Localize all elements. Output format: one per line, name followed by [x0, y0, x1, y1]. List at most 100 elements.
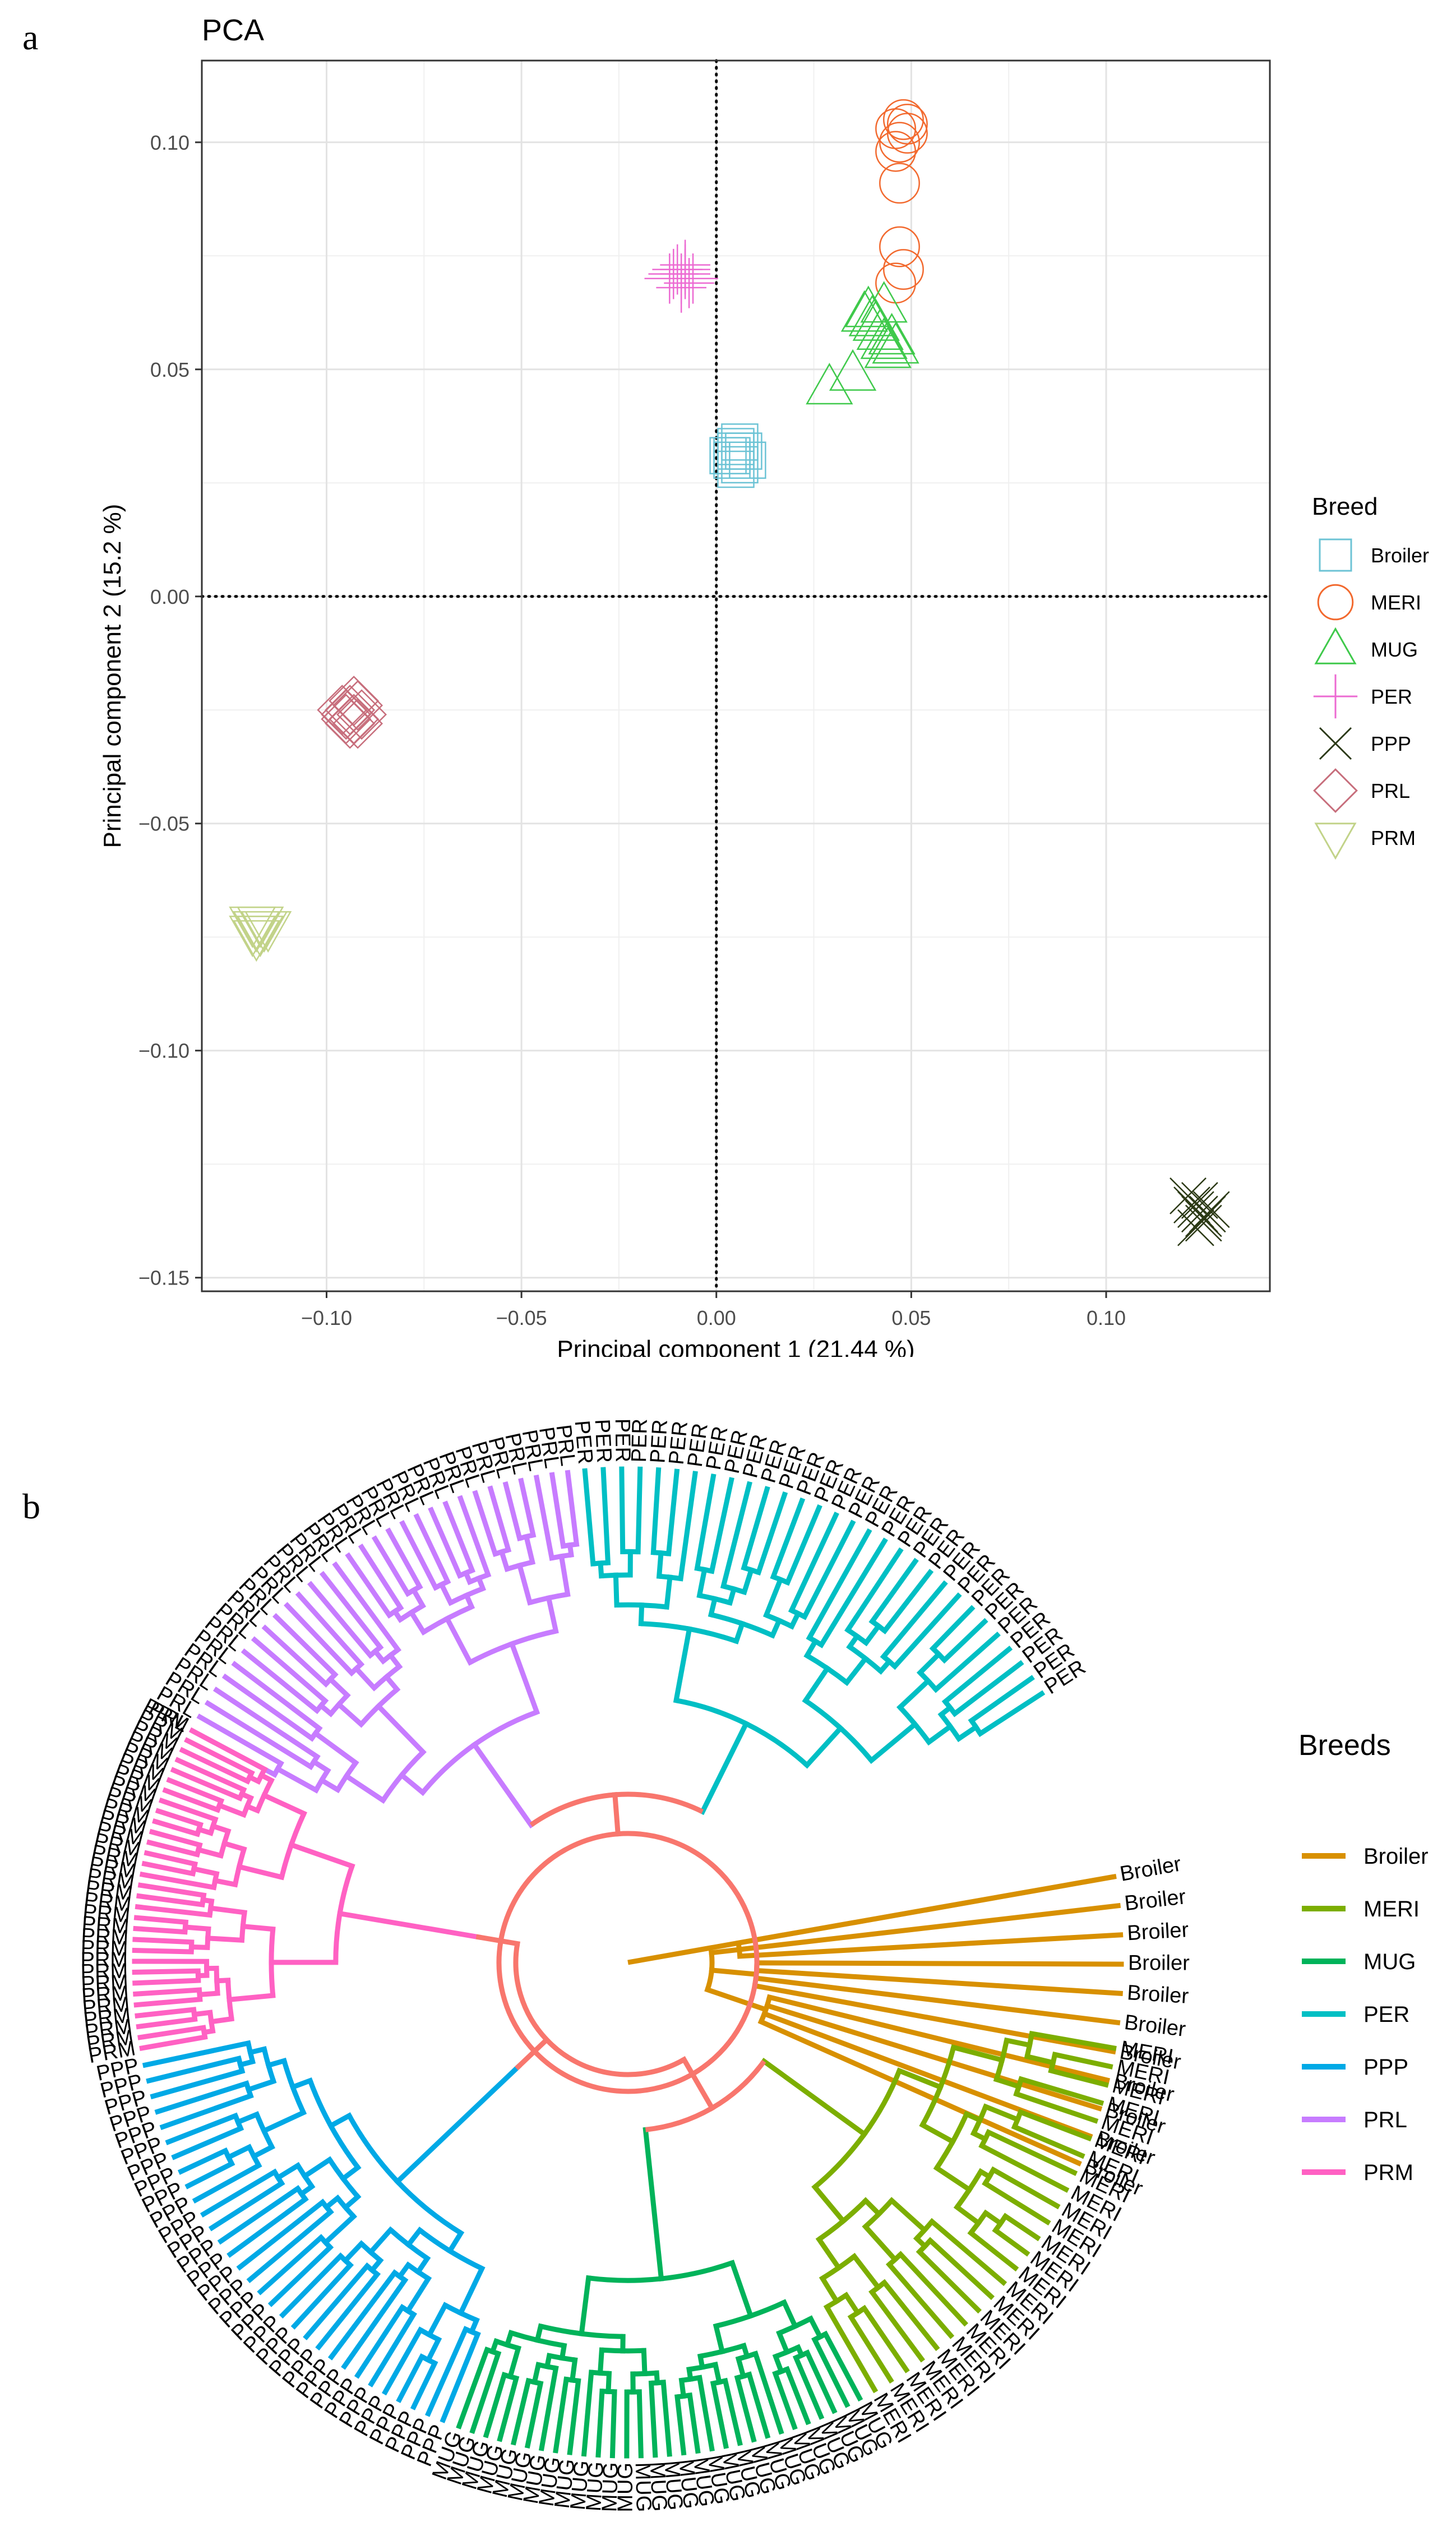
- tree-branch: [558, 1553, 571, 1597]
- tree-branch: [847, 2313, 894, 2384]
- tree-branch: [472, 1490, 498, 1558]
- legend-label-ppp: PPP: [1371, 732, 1411, 755]
- tree-branch: [146, 2055, 242, 2084]
- y-tick-label: 0.00: [150, 585, 189, 608]
- plot-border: [201, 59, 1271, 1292]
- series-meri: [875, 99, 928, 304]
- tree-branch: [137, 2025, 206, 2040]
- leaf-label: Broiler: [1123, 2011, 1187, 2041]
- tree-branch: [136, 2016, 198, 2030]
- tree-branch: [475, 1934, 521, 1947]
- tree-branch: [144, 1850, 198, 1867]
- data-point-prl: [336, 689, 387, 740]
- tree-branch: [925, 1722, 954, 1746]
- tree-branch: [605, 2371, 612, 2395]
- legend-key-ppp: [1319, 727, 1352, 760]
- tree-branch: [251, 1636, 329, 1705]
- tree-branch: [600, 1467, 611, 1565]
- tree-branch: [514, 2036, 551, 2071]
- data-point-meri: [879, 163, 920, 204]
- data-point-per: [644, 253, 695, 304]
- legend-label-mug: MUG: [1371, 638, 1418, 661]
- tree-branch: [1018, 2076, 1104, 2106]
- tree-branch: [345, 1552, 393, 1619]
- tree-branch: [817, 1537, 888, 1648]
- tree-branch: [806, 1528, 872, 1642]
- tree-branch: [709, 1477, 734, 1574]
- tree-branch: [811, 2336, 851, 2408]
- tree-branch: [664, 1574, 673, 1610]
- tree-branch: [888, 2197, 928, 2234]
- tree-branch: [426, 2302, 449, 2339]
- tree-branch: [754, 1967, 1124, 1997]
- data-point-meri: [879, 122, 920, 163]
- tree-branch: [754, 1960, 1124, 1967]
- leaf-label: MUG: [674, 2458, 703, 2510]
- tree-branch: [941, 1645, 1013, 1706]
- legend-key-meri: [1317, 584, 1354, 621]
- tree-branch: [1013, 2090, 1099, 2124]
- tree-branch: [385, 1527, 423, 1591]
- tree-branch: [807, 2315, 824, 2340]
- data-point-prl: [321, 689, 372, 740]
- legend-title: Breed: [1312, 493, 1378, 520]
- tree-branch: [284, 1602, 355, 1677]
- data-point-mug: [864, 326, 912, 368]
- tree-branch: [729, 2260, 754, 2320]
- legend-key-mug: [1314, 627, 1357, 664]
- tree-branch: [567, 2378, 581, 2455]
- leaf-label: PER: [590, 1419, 616, 1463]
- tree-branch: [315, 2270, 381, 2351]
- tree-branch: [896, 2067, 944, 2091]
- panel-a-label: a: [22, 17, 39, 57]
- tree-branch: [916, 2248, 982, 2314]
- tree-branch: [149, 1828, 203, 1849]
- tree-branch: [674, 2394, 687, 2456]
- tree-branch: [595, 2388, 605, 2458]
- tree-arc: [496, 1831, 760, 2094]
- tree-branch: [665, 1468, 680, 1556]
- tree-branch: [950, 2044, 1005, 2063]
- tree-branch: [208, 2016, 235, 2025]
- data-point-prm: [229, 916, 276, 958]
- tree-branch: [619, 1466, 626, 1554]
- tree-branch: [896, 2251, 969, 2327]
- data-point-mug: [806, 363, 853, 405]
- tree-branch: [272, 1613, 339, 1678]
- tree-branch: [414, 2255, 431, 2276]
- tree-branch: [247, 2046, 267, 2056]
- tree-branch: [341, 2240, 365, 2265]
- tree-branch: [326, 1675, 351, 1699]
- tree-branch: [757, 2018, 1082, 2167]
- tree-branch: [507, 2345, 522, 2380]
- tree-branch: [234, 2111, 260, 2126]
- panel-b-label: b: [22, 1486, 40, 1526]
- leaf-label: Broiler: [1123, 1885, 1187, 1915]
- tree-branch: [227, 1993, 276, 2003]
- tree-branch: [846, 1632, 861, 1651]
- legend-label-ppp: PPP: [1363, 2055, 1408, 2080]
- tree-branch: [713, 2323, 725, 2355]
- tree-branch: [518, 1477, 537, 1539]
- leaf-label: MUG: [566, 2459, 594, 2511]
- tree-branch: [288, 1841, 355, 1869]
- data-point-per: [660, 244, 710, 295]
- tree-branch: [733, 1620, 746, 1645]
- tree-branch: [404, 2275, 432, 2315]
- tree-branch: [780, 2299, 799, 2330]
- tree-branch: [200, 1897, 215, 1904]
- tree-branch: [182, 1924, 211, 1932]
- y-axis-label: Principal component 2 (15.2 %): [99, 504, 126, 848]
- tree-branch: [410, 2359, 438, 2410]
- clade-prm: [132, 1727, 355, 2052]
- clade-stem: [643, 2127, 664, 2282]
- tree-branch: [236, 1863, 285, 1881]
- tree-branch: [579, 2275, 591, 2337]
- clade-ppp: [142, 2040, 486, 2423]
- tree-branch: [446, 2229, 465, 2255]
- tree-branch: [544, 2353, 553, 2370]
- tree-branch: [159, 2093, 254, 2131]
- x-tick-label: 0.10: [1087, 1306, 1126, 1329]
- leaf-label: MUG: [645, 2461, 671, 2512]
- data-point-per: [648, 248, 699, 299]
